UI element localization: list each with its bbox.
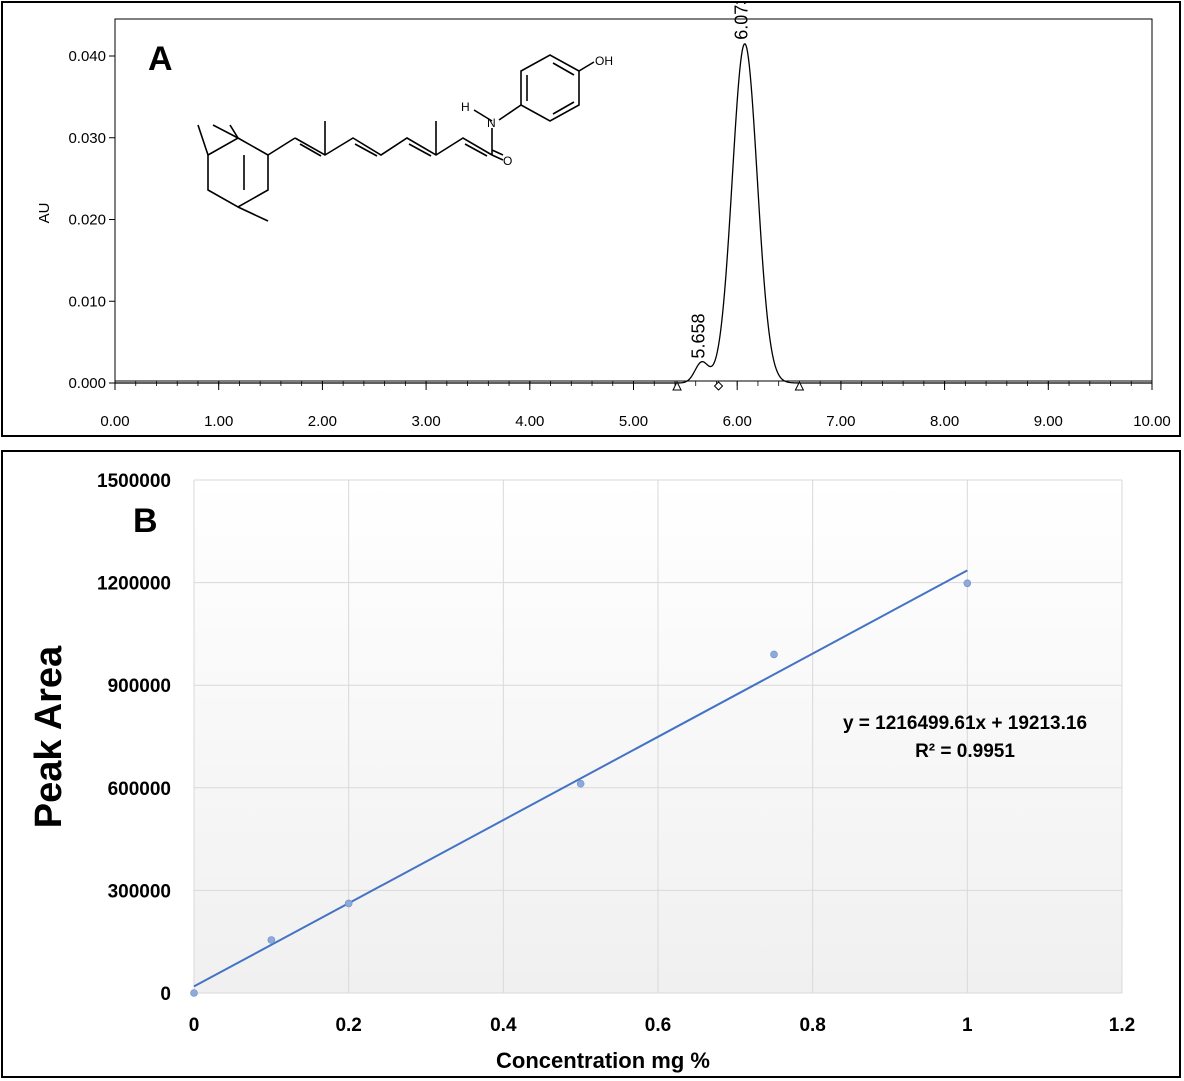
a-y-tick-label: 0.000 [68, 375, 106, 392]
b-x-tick-label: 1 [962, 1015, 973, 1036]
molecule-label-o: O [503, 154, 512, 168]
b-x-tick-label: 0.8 [799, 1015, 825, 1036]
molecule-label-h: H [461, 100, 470, 114]
a-x-tick-label: 2.00 [308, 413, 337, 430]
r-squared-value: R² = 0.9951 [915, 741, 1015, 762]
calibration-chart: 0 300000 600000 900000 1200000 1500000 0 0.2 0.… [28, 471, 1135, 1073]
a-y-tick-label: 0.020 [68, 212, 106, 229]
integration-marker-diamond [713, 381, 724, 391]
regression-equation: y = 1216499.61x + 19213.16 [843, 713, 1087, 734]
b-y-tick-label: 0 [160, 984, 171, 1005]
a-x-tick-label: 5.00 [619, 413, 648, 430]
a-x-tick-label: 6.00 [723, 413, 752, 430]
chromatogram-trace [115, 42, 1152, 384]
chromatogram-y-axis-label: AU [36, 203, 53, 224]
calibration-panel: 0 300000 600000 900000 1200000 1500000 0 0.2 0.… [1, 450, 1181, 1078]
peak-label: 5.658 [688, 314, 708, 359]
a-x-tick-label: 9.00 [1034, 413, 1063, 430]
a-x-tick-label: 4.00 [515, 413, 544, 430]
chromatogram-plot-area [114, 18, 1153, 382]
calibration-x-axis-label: Concentration mg % [496, 1048, 710, 1073]
integration-marker-triangle [794, 380, 805, 391]
chromatogram-chart: 0.000 0.010 0.020 0.030 0.040 0.00 1.00 2.00 3.… [36, 0, 1171, 430]
calibration-y-axis-label: Peak Area [28, 645, 70, 828]
b-x-tick-label: 0 [189, 1015, 200, 1036]
panel-label-b: B [133, 502, 158, 540]
b-x-tick-label: 1.2 [1109, 1015, 1135, 1036]
data-point [344, 899, 353, 908]
b-y-tick-label: 1500000 [97, 471, 171, 492]
data-point [963, 579, 972, 588]
a-x-tick-label: 10.00 [1133, 413, 1171, 430]
b-x-tick-label: 0.4 [490, 1015, 517, 1036]
data-point [770, 650, 778, 659]
data-point [576, 779, 585, 788]
integration-marker-triangle [672, 380, 682, 391]
molecule-structure [197, 54, 595, 222]
a-x-tick-label: 3.00 [411, 413, 440, 430]
b-y-tick-label: 600000 [108, 779, 171, 800]
molecule-label-oh: OH [595, 54, 613, 68]
b-y-tick-label: 300000 [108, 881, 171, 902]
chromatogram-panel: 0.000 0.010 0.020 0.030 0.040 0.00 1.00 2.00 3.… [1, 0, 1181, 437]
a-x-tick-label: 1.00 [204, 413, 233, 430]
b-x-tick-label: 0.6 [645, 1015, 671, 1036]
a-x-tick-label: 0.00 [100, 413, 129, 430]
molecule-label-n: N [487, 116, 496, 130]
data-point [267, 936, 276, 944]
b-y-tick-label: 900000 [108, 676, 171, 697]
b-x-tick-label: 0.2 [335, 1015, 361, 1036]
a-x-tick-label: 8.00 [930, 413, 959, 430]
data-point [190, 989, 198, 997]
a-y-tick-label: 0.030 [68, 130, 106, 147]
a-y-tick-label: 0.010 [68, 293, 106, 310]
panel-label-a: A [148, 40, 173, 78]
b-y-tick-label: 1200000 [97, 574, 171, 595]
a-x-tick-label: 7.00 [826, 413, 855, 430]
calibration-trendline [193, 569, 968, 988]
peak-label: 6.073 [732, 3, 752, 40]
a-y-tick-label: 0.040 [68, 48, 106, 65]
